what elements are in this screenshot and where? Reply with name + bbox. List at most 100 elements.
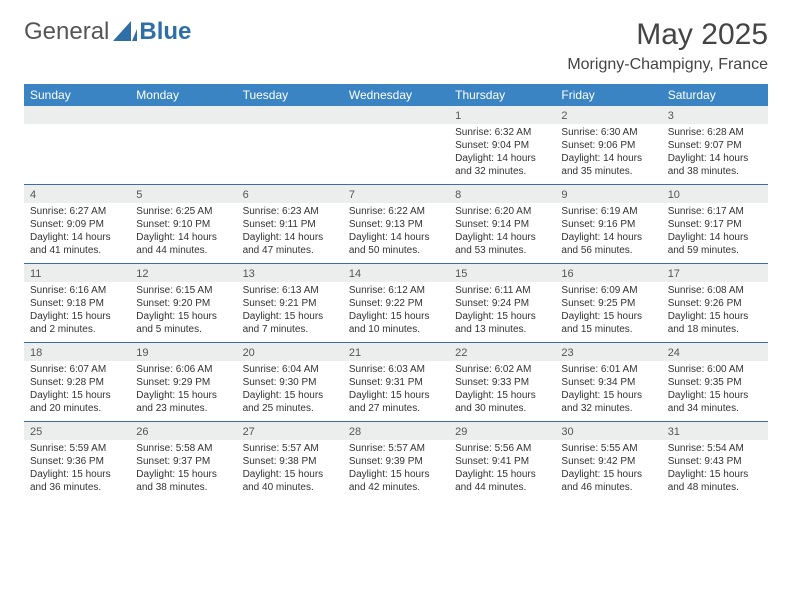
- sunset-text: Sunset: 9:24 PM: [455, 297, 549, 310]
- daylight-text: Daylight: 14 hours and 47 minutes.: [243, 231, 337, 257]
- day-info-cell: Sunrise: 6:02 AMSunset: 9:33 PMDaylight:…: [449, 361, 555, 422]
- day-info-cell: Sunrise: 6:00 AMSunset: 9:35 PMDaylight:…: [662, 361, 768, 422]
- day-info-cell: Sunrise: 6:06 AMSunset: 9:29 PMDaylight:…: [130, 361, 236, 422]
- sunset-text: Sunset: 9:16 PM: [561, 218, 655, 231]
- sunrise-text: Sunrise: 6:30 AM: [561, 126, 655, 139]
- day-number-row: 123: [24, 106, 768, 124]
- day-info-cell: Sunrise: 5:55 AMSunset: 9:42 PMDaylight:…: [555, 440, 661, 500]
- day-number-cell: 25: [24, 422, 130, 441]
- sunrise-text: Sunrise: 6:16 AM: [30, 284, 124, 297]
- day-number: 25: [24, 422, 130, 440]
- daylight-text: Daylight: 15 hours and 38 minutes.: [136, 468, 230, 494]
- sunrise-text: Sunrise: 5:57 AM: [243, 442, 337, 455]
- day-number: 3: [662, 106, 768, 124]
- sunrise-text: Sunrise: 6:04 AM: [243, 363, 337, 376]
- day-number: 26: [130, 422, 236, 440]
- daylight-text: Daylight: 15 hours and 42 minutes.: [349, 468, 443, 494]
- day-number: 13: [237, 264, 343, 282]
- day-info-row: Sunrise: 6:16 AMSunset: 9:18 PMDaylight:…: [24, 282, 768, 343]
- day-number-row: 25262728293031: [24, 422, 768, 441]
- day-number-cell: 23: [555, 343, 661, 362]
- daylight-text: Daylight: 15 hours and 7 minutes.: [243, 310, 337, 336]
- day-info-cell: Sunrise: 6:08 AMSunset: 9:26 PMDaylight:…: [662, 282, 768, 343]
- weekday-header: Sunday: [24, 84, 130, 106]
- daylight-text: Daylight: 15 hours and 32 minutes.: [561, 389, 655, 415]
- day-number-cell: 5: [130, 185, 236, 204]
- sunset-text: Sunset: 9:11 PM: [243, 218, 337, 231]
- sunrise-text: Sunrise: 6:09 AM: [561, 284, 655, 297]
- sunrise-text: Sunrise: 6:28 AM: [668, 126, 762, 139]
- day-number-cell: 7: [343, 185, 449, 204]
- daylight-text: Daylight: 15 hours and 36 minutes.: [30, 468, 124, 494]
- logo: General Blue: [24, 18, 191, 46]
- sunset-text: Sunset: 9:17 PM: [668, 218, 762, 231]
- day-number: 4: [24, 185, 130, 203]
- sunset-text: Sunset: 9:07 PM: [668, 139, 762, 152]
- day-number: 24: [662, 343, 768, 361]
- weekday-header: Friday: [555, 84, 661, 106]
- day-number: 15: [449, 264, 555, 282]
- day-number-row: 11121314151617: [24, 264, 768, 283]
- day-number-row: 45678910: [24, 185, 768, 204]
- day-number: 10: [662, 185, 768, 203]
- title-block: May 2025 Morigny-Champigny, France: [567, 18, 768, 74]
- day-info-cell: Sunrise: 5:57 AMSunset: 9:38 PMDaylight:…: [237, 440, 343, 500]
- day-number-cell: 1: [449, 106, 555, 124]
- sunset-text: Sunset: 9:36 PM: [30, 455, 124, 468]
- sunset-text: Sunset: 9:38 PM: [243, 455, 337, 468]
- sunset-text: Sunset: 9:34 PM: [561, 376, 655, 389]
- day-info-cell: Sunrise: 6:30 AMSunset: 9:06 PMDaylight:…: [555, 124, 661, 185]
- sunset-text: Sunset: 9:18 PM: [30, 297, 124, 310]
- sunrise-text: Sunrise: 6:27 AM: [30, 205, 124, 218]
- day-info-cell: Sunrise: 6:04 AMSunset: 9:30 PMDaylight:…: [237, 361, 343, 422]
- day-info-cell: Sunrise: 5:56 AMSunset: 9:41 PMDaylight:…: [449, 440, 555, 500]
- sunset-text: Sunset: 9:35 PM: [668, 376, 762, 389]
- sunset-text: Sunset: 9:29 PM: [136, 376, 230, 389]
- daylight-text: Daylight: 15 hours and 23 minutes.: [136, 389, 230, 415]
- day-number: 30: [555, 422, 661, 440]
- day-number: 29: [449, 422, 555, 440]
- day-number-cell: [24, 106, 130, 124]
- day-number-cell: 15: [449, 264, 555, 283]
- sunrise-text: Sunrise: 6:01 AM: [561, 363, 655, 376]
- day-info-cell: Sunrise: 6:01 AMSunset: 9:34 PMDaylight:…: [555, 361, 661, 422]
- day-number-cell: 13: [237, 264, 343, 283]
- sunset-text: Sunset: 9:04 PM: [455, 139, 549, 152]
- day-number-cell: 9: [555, 185, 661, 204]
- day-number: 28: [343, 422, 449, 440]
- weekday-header: Thursday: [449, 84, 555, 106]
- day-info-cell: Sunrise: 6:27 AMSunset: 9:09 PMDaylight:…: [24, 203, 130, 264]
- day-info-cell: Sunrise: 5:58 AMSunset: 9:37 PMDaylight:…: [130, 440, 236, 500]
- day-number-cell: 10: [662, 185, 768, 204]
- day-info-row: Sunrise: 5:59 AMSunset: 9:36 PMDaylight:…: [24, 440, 768, 500]
- daylight-text: Daylight: 15 hours and 30 minutes.: [455, 389, 549, 415]
- daylight-text: Daylight: 14 hours and 32 minutes.: [455, 152, 549, 178]
- sunrise-text: Sunrise: 6:08 AM: [668, 284, 762, 297]
- sunset-text: Sunset: 9:06 PM: [561, 139, 655, 152]
- sunset-text: Sunset: 9:10 PM: [136, 218, 230, 231]
- logo-sail-icon: [113, 19, 137, 46]
- sunset-text: Sunset: 9:09 PM: [30, 218, 124, 231]
- sunset-text: Sunset: 9:14 PM: [455, 218, 549, 231]
- sunrise-text: Sunrise: 6:06 AM: [136, 363, 230, 376]
- day-number-cell: 17: [662, 264, 768, 283]
- daylight-text: Daylight: 15 hours and 48 minutes.: [668, 468, 762, 494]
- sunset-text: Sunset: 9:42 PM: [561, 455, 655, 468]
- sunrise-text: Sunrise: 6:17 AM: [668, 205, 762, 218]
- sunset-text: Sunset: 9:33 PM: [455, 376, 549, 389]
- sunrise-text: Sunrise: 6:02 AM: [455, 363, 549, 376]
- weekday-header: Tuesday: [237, 84, 343, 106]
- daylight-text: Daylight: 14 hours and 41 minutes.: [30, 231, 124, 257]
- day-info-cell: Sunrise: 6:20 AMSunset: 9:14 PMDaylight:…: [449, 203, 555, 264]
- day-number-cell: 11: [24, 264, 130, 283]
- daylight-text: Daylight: 15 hours and 2 minutes.: [30, 310, 124, 336]
- sunrise-text: Sunrise: 6:07 AM: [30, 363, 124, 376]
- day-number: 14: [343, 264, 449, 282]
- day-info-cell: [24, 124, 130, 185]
- day-info-cell: Sunrise: 6:28 AMSunset: 9:07 PMDaylight:…: [662, 124, 768, 185]
- sunrise-text: Sunrise: 5:54 AM: [668, 442, 762, 455]
- daylight-text: Daylight: 15 hours and 15 minutes.: [561, 310, 655, 336]
- day-number-cell: 26: [130, 422, 236, 441]
- sunrise-text: Sunrise: 6:12 AM: [349, 284, 443, 297]
- sunset-text: Sunset: 9:37 PM: [136, 455, 230, 468]
